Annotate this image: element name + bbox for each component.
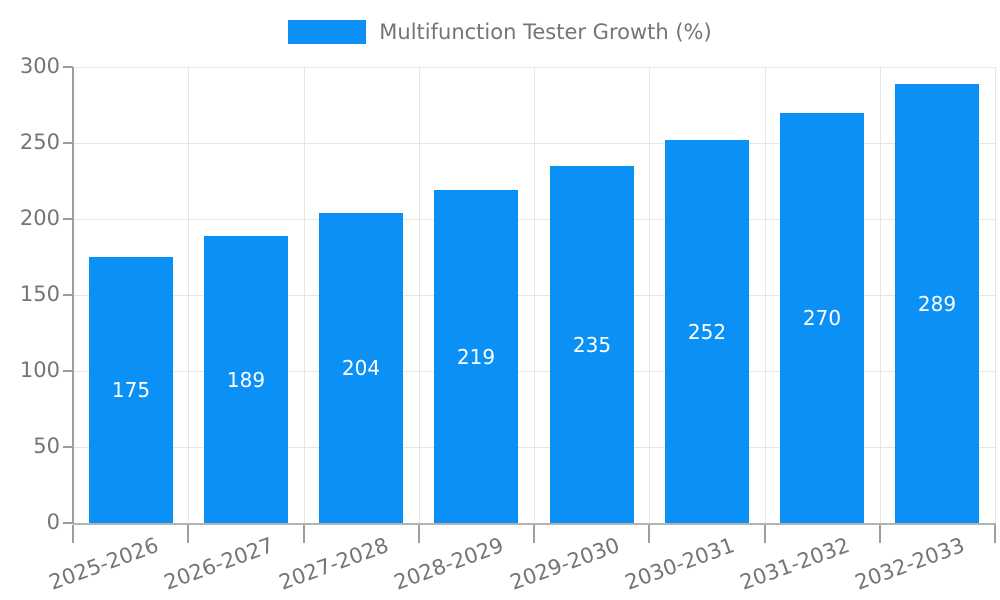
x-tick: [72, 525, 74, 543]
y-tick: [63, 522, 73, 524]
x-axis-tick-label: 2026-2027: [160, 533, 277, 595]
x-gridline: [765, 67, 766, 523]
x-tick: [764, 525, 766, 543]
x-axis-line: [73, 523, 996, 525]
x-axis-tick-label: 2030-2031: [621, 533, 738, 595]
y-axis-tick-label: 0: [46, 510, 60, 534]
y-tick: [63, 446, 73, 448]
x-axis-tick-label: 2032-2033: [851, 533, 968, 595]
x-tick: [994, 525, 996, 543]
bar-value-label: 175: [111, 378, 151, 402]
bar-2030-2031[interactable]: 252: [665, 140, 749, 523]
legend[interactable]: Multifunction Tester Growth (%): [0, 18, 1000, 46]
bar-2029-2030[interactable]: 235: [550, 166, 634, 523]
x-axis-tick-label: 2027-2028: [275, 533, 392, 595]
y-axis-tick-label: 300: [19, 54, 60, 78]
x-gridline: [995, 67, 996, 523]
y-tick: [63, 218, 73, 220]
x-gridline: [880, 67, 881, 523]
y-tick: [63, 294, 73, 296]
x-axis-tick-label: 2028-2029: [390, 533, 507, 595]
x-gridline: [419, 67, 420, 523]
bar-value-label: 235: [572, 333, 612, 357]
bar-value-label: 189: [226, 368, 266, 392]
legend-label[interactable]: Multifunction Tester Growth (%): [379, 20, 712, 44]
x-tick: [879, 525, 881, 543]
y-axis-tick-label: 100: [19, 358, 60, 382]
bar-value-label: 204: [341, 356, 381, 380]
x-tick: [648, 525, 650, 543]
x-gridline: [304, 67, 305, 523]
bar-2025-2026[interactable]: 175: [89, 257, 173, 523]
y-axis-tick-label: 150: [19, 282, 60, 306]
y-tick: [63, 370, 73, 372]
x-axis-tick-label: 2031-2032: [736, 533, 853, 595]
bar-value-label: 289: [917, 292, 957, 316]
x-gridline: [188, 67, 189, 523]
x-gridline: [649, 67, 650, 523]
x-gridline: [534, 67, 535, 523]
x-tick: [303, 525, 305, 543]
bar-2028-2029[interactable]: 219: [434, 190, 518, 523]
y-axis-tick-label: 50: [33, 434, 60, 458]
x-axis-tick-label: 2025-2026: [45, 533, 162, 595]
y-axis-tick-label: 250: [19, 130, 60, 154]
y-tick: [63, 142, 73, 144]
bar-2031-2032[interactable]: 270: [780, 113, 864, 523]
bar-2027-2028[interactable]: 204: [319, 213, 403, 523]
x-tick: [533, 525, 535, 543]
bar-value-label: 270: [802, 306, 842, 330]
y-axis-tick-label: 200: [19, 206, 60, 230]
x-axis-tick-label: 2029-2030: [506, 533, 623, 595]
y-axis-line: [72, 67, 74, 523]
bar-value-label: 219: [456, 345, 496, 369]
x-tick: [418, 525, 420, 543]
bar-2026-2027[interactable]: 189: [204, 236, 288, 523]
bar-2032-2033[interactable]: 289: [895, 84, 979, 523]
x-tick: [187, 525, 189, 543]
y-tick: [63, 66, 73, 68]
bar-value-label: 252: [687, 320, 727, 344]
legend-swatch[interactable]: [288, 20, 367, 44]
